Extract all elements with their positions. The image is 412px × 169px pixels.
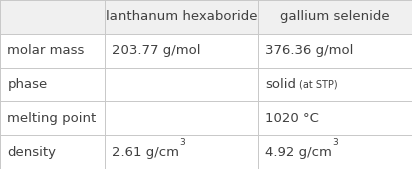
Text: (at STP): (at STP) [299,79,338,90]
Text: melting point: melting point [7,112,97,125]
Bar [0,0,412,34]
Text: gallium selenide: gallium selenide [280,10,390,23]
Text: phase: phase [7,78,48,91]
Text: lanthanum hexaboride: lanthanum hexaboride [105,10,257,23]
Text: 1020 °C: 1020 °C [265,112,319,125]
Text: 203.77 g/mol: 203.77 g/mol [112,44,201,57]
Text: density: density [7,146,56,159]
Text: 376.36 g/mol: 376.36 g/mol [265,44,353,57]
Text: 3: 3 [180,138,185,147]
Text: 3: 3 [332,138,337,147]
Text: 2.61 g/cm: 2.61 g/cm [112,146,180,159]
Text: 4.92 g/cm: 4.92 g/cm [265,146,332,159]
Text: molar mass: molar mass [7,44,85,57]
Text: solid: solid [265,78,296,91]
